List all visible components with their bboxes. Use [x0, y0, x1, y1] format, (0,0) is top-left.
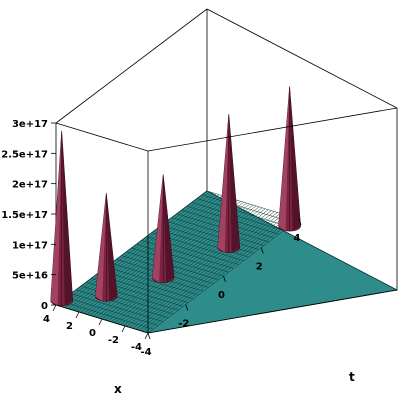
x-tick-mark [121, 325, 126, 333]
peak-shade [163, 174, 175, 283]
tick-labels: 0 5e+16 1e+17 1.5e+17 2e+17 2.5e+17 3e+17 4 2 0 -2… [1, 119, 302, 358]
box-edge [55, 8, 208, 124]
peak-3 [151, 174, 175, 283]
t-tick-label: 2 [256, 262, 263, 273]
t-tick-label: -2 [178, 319, 189, 330]
x-axis-label: x [114, 382, 122, 396]
peaks [50, 86, 301, 307]
grid-line [55, 190, 208, 306]
t-axis-label: t [349, 370, 355, 384]
peak-5 [278, 86, 301, 232]
t-tick-mark [298, 218, 302, 226]
t-tick-label: 4 [294, 233, 301, 244]
peak-4 [217, 114, 241, 253]
x-tick-label: 2 [66, 321, 73, 332]
peak-highlight [95, 193, 107, 302]
box-edge [55, 122, 149, 152]
peak-highlight [278, 86, 290, 232]
x-tick-label: -2 [108, 335, 119, 346]
grid-line [191, 202, 284, 231]
bounding-box-front [55, 107, 398, 334]
box-edge [147, 107, 398, 152]
z-tick-label: 5e+16 [12, 271, 48, 282]
peak-highlight [152, 174, 164, 283]
peak-shade [106, 193, 118, 302]
z-tick-label: 2.5e+17 [1, 149, 48, 160]
grid-line [65, 193, 217, 308]
grid-line [61, 192, 214, 308]
t-tick-label: 0 [218, 290, 225, 301]
grid-line [68, 194, 220, 309]
box-edge [206, 8, 398, 109]
peak-shade [228, 114, 240, 253]
x-tick-mark [98, 318, 103, 326]
t-tick-mark [147, 332, 151, 340]
grid-line [201, 194, 295, 224]
z-tick-label: 1.5e+17 [1, 210, 48, 221]
grid-line [58, 191, 211, 307]
grid-line [196, 198, 290, 227]
peak-highlight [217, 114, 229, 253]
peak-shade [289, 86, 301, 232]
t-tick-label: -4 [140, 347, 151, 358]
t-tick-mark [260, 247, 264, 254]
peak-highlight [50, 130, 62, 306]
z-tick-label: 2e+17 [12, 180, 48, 191]
t-tick-mark [223, 275, 226, 283]
peak-1 [50, 130, 74, 307]
x-tick-label: 4 [43, 314, 50, 325]
x-tick-mark [144, 332, 149, 340]
t-tick-mark [185, 304, 189, 311]
z-tick-label: 1e+17 [12, 240, 48, 251]
peak-shade [61, 130, 73, 306]
box-edge [147, 289, 398, 334]
z-tick-label: 0 [41, 301, 48, 312]
x-tick-label: -4 [131, 342, 142, 353]
x-tick-mark [52, 304, 57, 312]
x-tick-mark [75, 311, 80, 319]
x-tick-label: 0 [89, 328, 96, 339]
z-tick-label: 3e+17 [12, 119, 48, 130]
peak-2 [94, 193, 118, 302]
